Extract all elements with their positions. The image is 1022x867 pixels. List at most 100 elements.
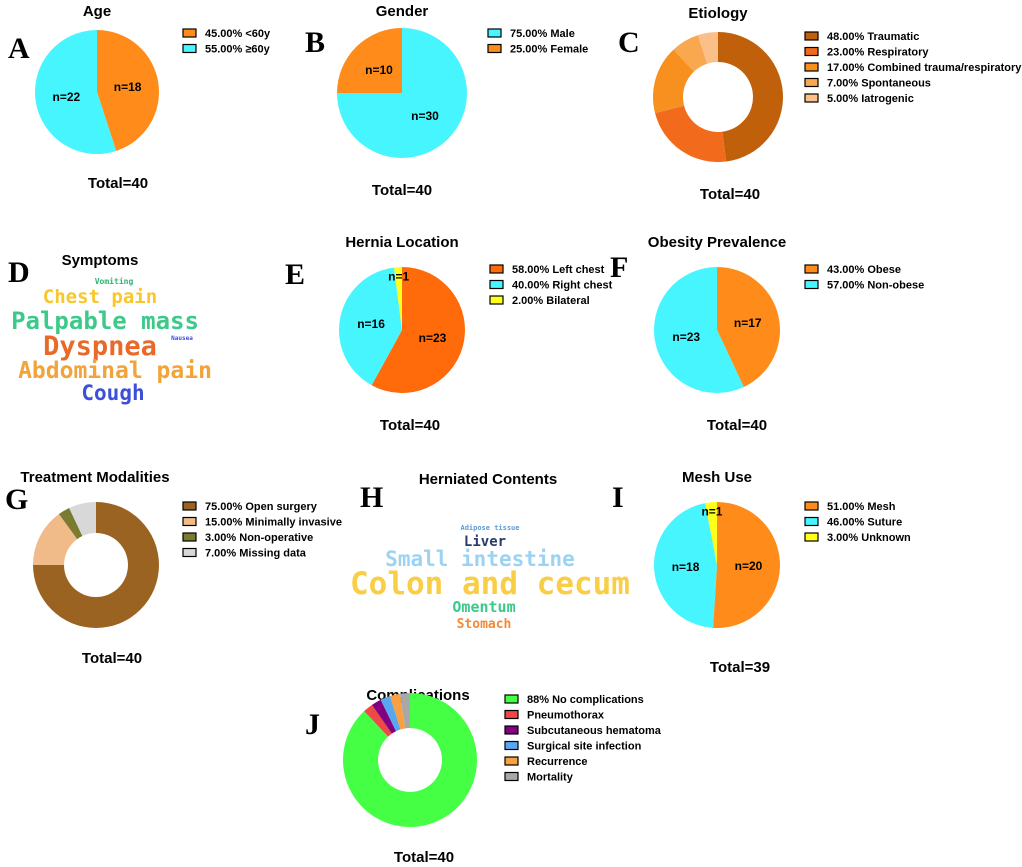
legend-swatch	[182, 547, 197, 558]
panel-letter: A	[8, 32, 30, 65]
chart-title: Etiology	[688, 5, 748, 22]
legend-swatch	[504, 771, 519, 782]
slice-count-label: n=30	[411, 109, 439, 123]
slice-count-label: n=20	[735, 559, 763, 573]
legend-label: 2.00% Bilateral	[512, 295, 590, 307]
legend-swatch	[182, 43, 197, 54]
legend-swatch	[487, 28, 502, 38]
word: Vomiting	[95, 276, 134, 286]
legend-label: 57.00% Non-obese	[827, 280, 924, 292]
slice-count-label: n=23	[419, 331, 447, 345]
legend-swatch	[504, 740, 519, 751]
legend-swatch	[804, 279, 819, 290]
word: Nausea	[171, 335, 193, 342]
panel-h: H Herniated Contents Adipose tissue LiverSm…	[350, 471, 630, 632]
slice	[653, 49, 695, 114]
slice	[654, 267, 744, 393]
slice	[390, 693, 406, 730]
slice	[371, 267, 465, 393]
chart-title: Herniated Contents	[419, 471, 557, 488]
total-label: Total=40	[82, 650, 142, 667]
word: Small intestine	[385, 547, 575, 571]
legend-swatch	[804, 31, 819, 41]
slice-count-label: n=18	[114, 80, 142, 94]
slice	[705, 502, 717, 565]
legend-label: 75.00% Male	[510, 28, 575, 40]
legend-label: 48.00% Traumatic	[827, 31, 919, 43]
word: Chest pain	[43, 286, 157, 308]
legend-label: 15.00% Minimally invasive	[205, 517, 342, 529]
panel-letter: D	[8, 256, 30, 289]
chart-title: Hernia Location	[345, 234, 458, 251]
slice	[34, 30, 117, 154]
legend-label: 3.00% Unknown	[827, 532, 911, 544]
legend-swatch	[504, 694, 519, 704]
slice	[655, 105, 727, 162]
legend-label: 40.00% Right chest	[512, 280, 613, 292]
word: Liver	[464, 534, 506, 550]
legend-swatch	[489, 264, 504, 274]
legend-label: 3.00% Non-operative	[205, 532, 313, 544]
legend-label: 43.00% Obese	[827, 264, 901, 276]
chart-title: Treatment Modalities	[20, 469, 169, 486]
chart-title: Symptoms	[62, 252, 139, 269]
panel-letter: C	[618, 26, 640, 59]
legend-swatch	[182, 532, 197, 542]
panel-i: I Mesh Use n=20 51.00% Mesh n=18 46.00% Sutur…	[612, 469, 911, 676]
slice	[364, 704, 392, 737]
legend-label: 23.00% Respiratory	[827, 47, 929, 59]
legend-swatch	[182, 28, 197, 38]
legend-swatch	[504, 725, 519, 735]
total-label: Total=40	[394, 849, 454, 866]
legend-label: 25.00% Female	[510, 44, 588, 56]
panel-a: A Age n=18 45.00% <60y n=22 55.00% ≥60y Total=…	[8, 3, 271, 192]
slice-count-label: n=1	[388, 270, 409, 284]
chart-title: Mesh Use	[682, 469, 752, 486]
legend-label: 55.00% ≥60y	[205, 44, 271, 56]
legend-swatch	[804, 46, 819, 57]
panel-b: B Gender n=30 75.00% Male n=10 25.00% Female T…	[305, 3, 588, 199]
chart-title: Obesity Prevalence	[648, 234, 786, 251]
legend-swatch	[804, 501, 819, 511]
slice	[97, 30, 159, 151]
word: Colon and cecum	[350, 566, 630, 602]
slice	[58, 507, 83, 540]
slice	[33, 514, 78, 565]
legend-swatch	[804, 93, 819, 103]
slice	[399, 693, 410, 729]
slice	[394, 267, 402, 330]
legend-label: Surgical site infection	[527, 741, 642, 753]
slice	[342, 693, 477, 828]
legend-swatch	[182, 501, 197, 511]
slice	[654, 503, 717, 628]
panel-f: F Obesity Prevalence n=17 43.00% Obese n=23 5…	[610, 234, 924, 434]
legend-swatch	[182, 516, 197, 527]
chart-title: Age	[83, 3, 111, 20]
legend-label: 75.00% Open surgery	[205, 501, 318, 513]
legend-label: 17.00% Combined trauma/respiratory	[827, 62, 1022, 74]
legend-swatch	[504, 756, 519, 766]
legend-label: Pneumothorax	[527, 710, 605, 722]
legend-swatch	[504, 709, 519, 720]
legend-label: Subcutaneous hematoma	[527, 725, 662, 737]
legend-label: Recurrence	[527, 756, 588, 768]
legend-label: Mortality	[527, 772, 574, 784]
word: Dyspnea	[43, 331, 157, 362]
panel-letter: I	[612, 481, 624, 514]
chart-title: Gender	[376, 3, 429, 20]
panel-letter: B	[305, 26, 325, 59]
panel-c: C Etiology 48.00% Traumatic 23.00% Respirat…	[618, 5, 1022, 203]
total-label: Total=40	[700, 186, 760, 203]
slice-count-label: n=10	[365, 63, 393, 77]
legend-label: 7.00% Missing data	[205, 548, 307, 560]
legend-label: 46.00% Suture	[827, 517, 902, 529]
slice	[69, 502, 96, 537]
legend-label: 5.00% Iatrogenic	[827, 93, 914, 105]
slice-count-label: n=1	[701, 505, 722, 519]
legend-swatch	[487, 43, 502, 54]
panel-e: E Hernia Location n=23 58.00% Left chest n=1…	[285, 234, 613, 434]
slice-count-label: n=22	[53, 90, 81, 104]
